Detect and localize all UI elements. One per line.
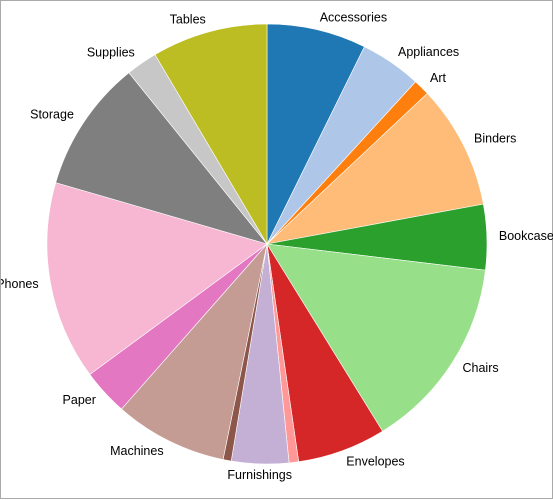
pie-label-envelopes: Envelopes: [346, 454, 404, 468]
pie-label-supplies: Supplies: [87, 46, 135, 60]
pie-slice-machines: [121, 242, 268, 460]
pie-slice-tables: [154, 23, 268, 246]
pie-slices: [46, 23, 488, 465]
pie-label-furnishings: Furnishings: [227, 468, 292, 482]
pie-label-paper: Paper: [63, 393, 96, 407]
pie-label-chairs: Chairs: [463, 361, 499, 375]
pie-slice-phones: [46, 182, 268, 375]
pie-slice-accessories: [266, 23, 365, 245]
pie-slice-storage: [55, 72, 268, 245]
pie-label-storage: Storage: [30, 108, 74, 122]
pie-label-machines: Machines: [110, 444, 164, 458]
pie-label-tables: Tables: [170, 12, 206, 26]
pie-label-binders: Binders: [474, 132, 516, 146]
pie-label-art: Art: [430, 71, 447, 85]
pie-labels: Accessories Appliances Art Binders Bookcases…: [1, 10, 553, 482]
pie-slice-chairs: [266, 243, 486, 432]
pie-label-accessories: Accessories: [320, 10, 387, 24]
pie-label-bookcases: Bookcases: [499, 229, 553, 243]
pie-label-phones: Phones: [1, 277, 39, 291]
pie-slice-binders: [266, 92, 484, 245]
pie-label-appliances: Appliances: [398, 45, 459, 59]
